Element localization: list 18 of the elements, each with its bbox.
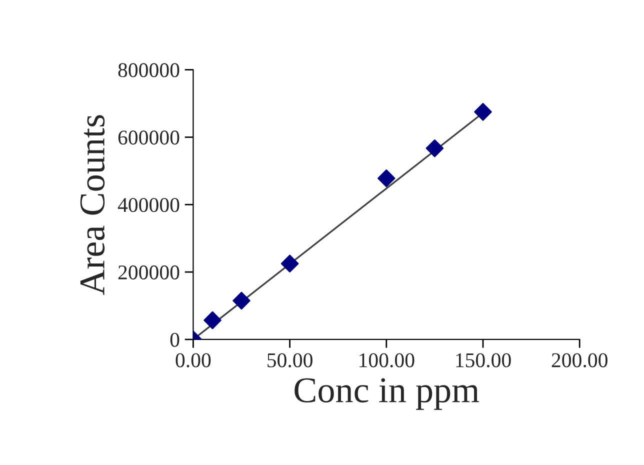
x-tick-label: 50.00 <box>268 353 312 368</box>
x-tick-label: 0.00 <box>176 353 211 368</box>
x-tick-label: 100.00 <box>360 353 414 368</box>
point <box>204 311 222 330</box>
y-tick-label: 400000 <box>118 198 180 212</box>
y-tick-label: 800000 <box>118 63 180 78</box>
y-tick-label: 600000 <box>118 130 180 145</box>
x-axis-title: Conc in ppm <box>294 378 480 410</box>
point <box>280 254 299 273</box>
y-tick-label: 200000 <box>118 265 180 280</box>
point <box>474 102 492 121</box>
point <box>377 169 396 188</box>
y-axis-title: Area Counts <box>80 115 105 296</box>
x-tick-label: 150.00 <box>456 353 511 368</box>
point <box>426 139 444 158</box>
x-tick-label: 200.00 <box>552 353 608 368</box>
y-tick-label: 0 <box>170 332 180 347</box>
point <box>232 292 250 310</box>
